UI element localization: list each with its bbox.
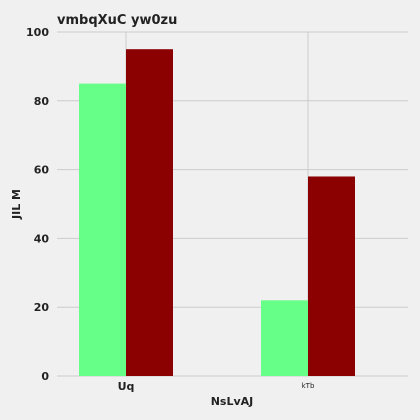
bar-series-2-kTb (308, 176, 355, 376)
y-tick-label: 80 (34, 95, 50, 108)
x-tick-label: kTb (302, 382, 315, 390)
y-tick-label: 0 (41, 370, 49, 383)
chart-title: vmbqXuC yw0zu (57, 13, 177, 28)
bar-series-2-Uq (126, 49, 173, 376)
bars-layer (79, 49, 355, 376)
y-axis-label: JIL M (10, 189, 23, 220)
y-tick-label: 100 (26, 26, 49, 39)
y-tick-label: 40 (34, 232, 50, 245)
x-axis-label: NsLvAJ (211, 395, 254, 408)
ticks-layer: 0 20 40 60 80 100 Uq kTb (26, 26, 315, 393)
x-tick-label: Uq (118, 380, 135, 393)
y-tick-label: 20 (34, 301, 50, 314)
bar-series-1-Uq (79, 83, 126, 376)
y-tick-label: 60 (34, 164, 50, 177)
bar-series-1-kTb (261, 300, 308, 376)
